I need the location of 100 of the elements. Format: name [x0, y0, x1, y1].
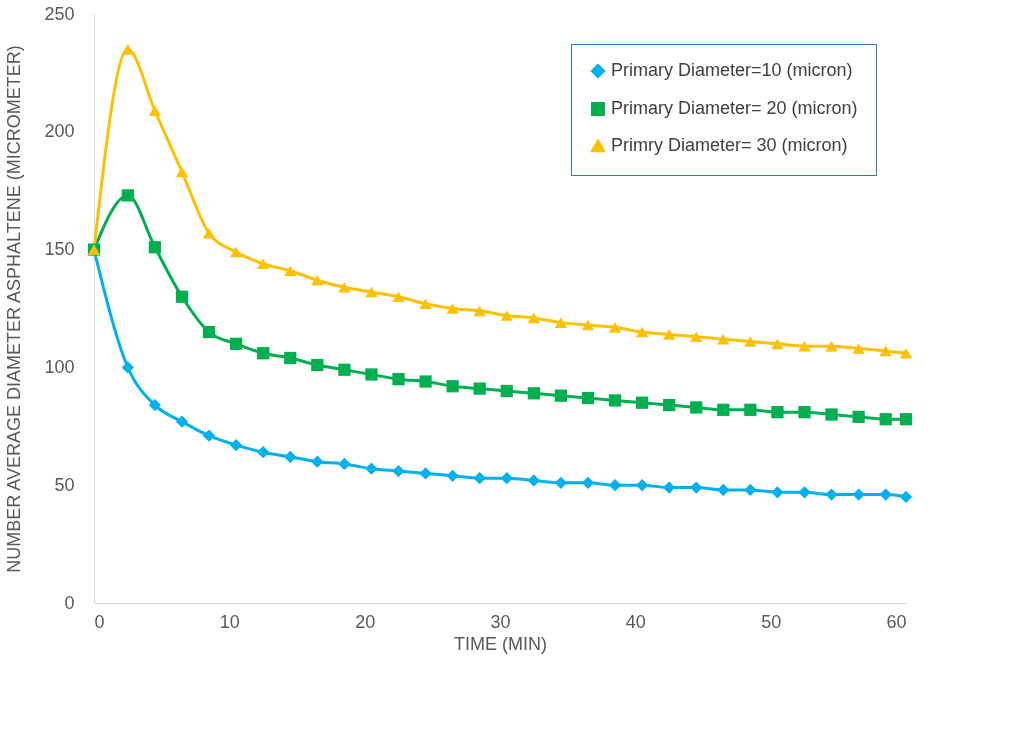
point — [365, 286, 378, 298]
point — [121, 44, 134, 55]
point — [311, 358, 324, 372]
point — [419, 298, 432, 310]
x-tick-label: 20 — [355, 611, 376, 632]
point — [527, 312, 540, 324]
point — [202, 325, 216, 339]
point — [257, 258, 270, 270]
point — [202, 227, 216, 239]
point — [663, 398, 676, 412]
point — [554, 317, 568, 328]
point — [229, 439, 243, 452]
point — [148, 105, 162, 116]
point — [500, 384, 513, 398]
y-tick-label: 50 — [54, 474, 75, 495]
point — [311, 274, 324, 286]
point — [744, 483, 757, 497]
point — [257, 446, 270, 459]
point — [202, 429, 216, 442]
point — [554, 389, 568, 402]
point — [825, 408, 838, 421]
point — [825, 340, 838, 352]
point — [690, 481, 703, 494]
point — [581, 319, 595, 331]
point — [392, 373, 405, 386]
point — [608, 322, 622, 333]
point — [899, 413, 913, 426]
x-tick-label: 40 — [625, 611, 646, 632]
point — [635, 479, 649, 492]
point — [608, 394, 622, 407]
point — [899, 347, 913, 359]
point — [284, 351, 297, 365]
point — [419, 467, 432, 480]
point — [635, 396, 649, 409]
point — [852, 410, 865, 423]
point — [473, 305, 486, 317]
point — [744, 403, 757, 416]
legend-label: Primary Diameter= 20 (micron) — [611, 98, 858, 118]
point — [608, 479, 622, 492]
point — [365, 462, 378, 475]
point — [338, 457, 351, 471]
point — [257, 347, 270, 360]
point — [500, 472, 513, 485]
y-tick-label: 0 — [64, 592, 75, 613]
point — [284, 450, 297, 464]
point — [527, 387, 540, 400]
x-tick-label: 10 — [219, 611, 240, 632]
point — [581, 391, 595, 405]
x-tick-label: 0 — [94, 611, 105, 632]
point — [798, 486, 811, 499]
point — [771, 406, 784, 419]
point — [663, 329, 676, 340]
point — [771, 338, 784, 350]
y-tick-label: 200 — [44, 121, 75, 142]
point — [500, 310, 513, 321]
point — [798, 406, 811, 419]
point — [690, 331, 703, 343]
point — [229, 246, 243, 258]
point — [717, 483, 730, 497]
point — [175, 290, 189, 303]
point — [175, 166, 189, 178]
point — [446, 303, 459, 314]
point — [338, 281, 351, 293]
point — [446, 380, 459, 393]
point — [392, 291, 405, 303]
y-tick-label: 250 — [44, 3, 75, 24]
y-tick-label: 150 — [44, 239, 75, 260]
legend-label: Primry Diameter= 30 (micron) — [611, 135, 848, 155]
point — [284, 265, 297, 277]
x-tick-label: 30 — [490, 611, 511, 632]
point — [717, 403, 730, 416]
x-tick-label: 60 — [886, 611, 907, 632]
y-axis-title: NUMBER AVERAGE DIAMETER ASPHALTENE (MICROMETER) — [4, 45, 25, 573]
point — [365, 368, 378, 381]
point — [879, 345, 892, 357]
point — [899, 490, 913, 504]
y-tick-label: 100 — [44, 356, 75, 377]
point — [338, 363, 351, 376]
point — [121, 361, 134, 374]
point — [554, 476, 568, 489]
point — [229, 337, 243, 350]
point — [121, 189, 134, 202]
point — [311, 455, 324, 468]
point — [148, 241, 162, 254]
x-tick-label: 50 — [761, 611, 782, 632]
x-axis-title: TIME (MIN) — [454, 633, 547, 654]
point — [148, 398, 162, 412]
point — [175, 415, 189, 428]
point — [527, 474, 540, 487]
point — [744, 336, 757, 347]
point — [473, 382, 486, 395]
point — [446, 469, 459, 482]
point — [635, 326, 649, 338]
point — [581, 476, 595, 489]
point — [771, 486, 784, 499]
legend-label: Primary Diameter=10 (micron) — [611, 60, 853, 80]
point — [392, 464, 405, 478]
point — [717, 333, 730, 345]
point — [473, 472, 486, 485]
point — [419, 375, 432, 388]
